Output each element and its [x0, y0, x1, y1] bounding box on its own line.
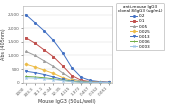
0.1 [62, 65, 64, 66]
0.006 [108, 82, 110, 83]
0.013 [98, 82, 101, 83]
0.2 [98, 81, 101, 82]
0.013 [43, 74, 45, 75]
0.05 [98, 82, 101, 83]
Line: 0.2: 0.2 [25, 13, 110, 83]
0.003 [71, 81, 73, 82]
0.025 [89, 82, 91, 83]
0.1 [108, 82, 110, 83]
0.2 [43, 30, 45, 31]
Line: 0.013: 0.013 [25, 70, 110, 84]
0.2 [80, 77, 82, 78]
0.003 [62, 80, 64, 81]
0.003 [98, 82, 101, 83]
Y-axis label: Abs (405nm): Abs (405nm) [1, 29, 6, 60]
0.05 [62, 72, 64, 73]
0.006 [80, 81, 82, 83]
0.05 [52, 66, 55, 67]
0.1 [80, 80, 82, 81]
0.05 [71, 78, 73, 80]
0.013 [25, 71, 27, 72]
0.013 [80, 81, 82, 83]
0.013 [108, 82, 110, 83]
0.013 [62, 79, 64, 80]
0.2 [108, 82, 110, 83]
0.025 [43, 70, 45, 71]
0.006 [52, 78, 55, 80]
0.05 [89, 81, 91, 83]
0.2 [25, 14, 27, 15]
0.003 [108, 82, 110, 83]
0.013 [52, 76, 55, 78]
0.003 [52, 79, 55, 80]
Legend: 0.2, 0.1, 0.05, 0.025, 0.013, 0.006, 0.003: 0.2, 0.1, 0.05, 0.025, 0.013, 0.006, 0.0… [116, 3, 164, 50]
0.05 [25, 51, 27, 52]
0.003 [89, 82, 91, 83]
0.2 [34, 22, 36, 23]
0.2 [62, 52, 64, 53]
0.1 [43, 49, 45, 51]
0.003 [43, 78, 45, 79]
Line: 0.1: 0.1 [25, 37, 110, 83]
0.025 [25, 63, 27, 65]
Line: 0.025: 0.025 [25, 63, 110, 84]
0.05 [34, 55, 36, 56]
0.013 [89, 82, 91, 83]
0.003 [34, 78, 36, 79]
0.025 [71, 80, 73, 81]
0.05 [108, 82, 110, 83]
Line: 0.003: 0.003 [25, 77, 110, 84]
0.1 [25, 37, 27, 38]
0.006 [34, 76, 36, 78]
0.1 [52, 56, 55, 57]
0.05 [43, 60, 45, 61]
0.003 [25, 77, 27, 78]
0.1 [71, 75, 73, 76]
0.025 [34, 66, 36, 68]
0.025 [62, 77, 64, 78]
0.013 [34, 72, 36, 73]
0.025 [80, 81, 82, 82]
0.006 [89, 82, 91, 83]
0.006 [71, 81, 73, 82]
0.1 [89, 81, 91, 82]
0.025 [108, 82, 110, 83]
0.2 [89, 80, 91, 81]
Line: 0.006: 0.006 [25, 75, 110, 84]
0.003 [80, 82, 82, 83]
Line: 0.05: 0.05 [25, 50, 110, 83]
0.006 [43, 77, 45, 78]
0.006 [98, 82, 101, 83]
0.025 [52, 73, 55, 74]
0.013 [71, 81, 73, 82]
0.05 [80, 80, 82, 82]
0.1 [34, 43, 36, 44]
0.2 [52, 40, 55, 41]
0.006 [25, 76, 27, 77]
0.025 [98, 82, 101, 83]
0.1 [98, 82, 101, 83]
X-axis label: Mouse IgG3 (50uL/well): Mouse IgG3 (50uL/well) [38, 99, 96, 104]
0.006 [62, 80, 64, 81]
0.2 [71, 67, 73, 68]
